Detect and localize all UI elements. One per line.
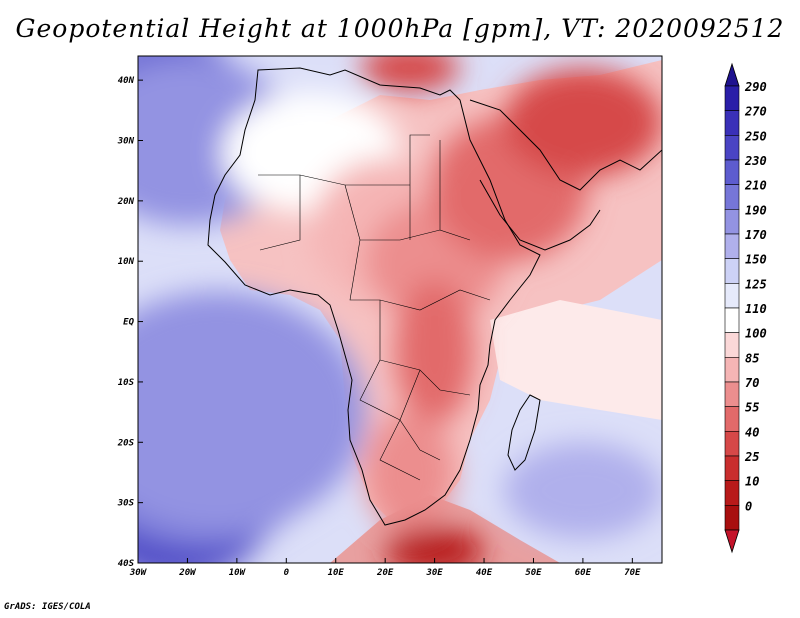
lat-tick-label: 30N bbox=[117, 137, 135, 147]
colorbar-label: 25 bbox=[744, 450, 759, 464]
colorbar-swatch bbox=[724, 159, 740, 185]
colorbar-swatch bbox=[724, 480, 740, 506]
country-borders bbox=[258, 134, 491, 481]
lon-tick-label: 30E bbox=[425, 568, 443, 578]
lat-tick-label: 30S bbox=[117, 499, 135, 509]
colorbar-swatch bbox=[724, 233, 740, 259]
field-blob-14 bbox=[395, 279, 475, 425]
lat-tick-label: 20N bbox=[117, 197, 135, 207]
colorbar-label: 190 bbox=[745, 203, 767, 217]
colorbar-bottom-arrow bbox=[724, 529, 740, 554]
field-blob-17 bbox=[360, 56, 460, 93]
field-blob-15 bbox=[365, 412, 455, 533]
lon-tick-label: 0 bbox=[284, 568, 290, 578]
lat-tick-label: 10N bbox=[118, 257, 135, 267]
colorbar-label: 150 bbox=[745, 253, 767, 267]
colorbar-swatch bbox=[724, 431, 740, 457]
colorbar-swatch bbox=[724, 505, 740, 531]
colorbar-label: 170 bbox=[745, 228, 767, 242]
colorbar-label: 290 bbox=[744, 80, 767, 94]
colorbar-swatch bbox=[724, 184, 740, 210]
lon-tick-label: 70E bbox=[624, 568, 641, 578]
lon-tick-label: 30W bbox=[129, 568, 148, 578]
colorbar-label: 210 bbox=[744, 179, 767, 193]
colorbar-swatch bbox=[724, 209, 740, 235]
lat-tick-label: 40N bbox=[118, 76, 135, 86]
colorbar-swatch bbox=[724, 135, 740, 161]
map-panel bbox=[138, 56, 662, 563]
lon-tick-label: 40E bbox=[476, 568, 493, 578]
longitude-axis: 30W 20W 10W 0 10E 20E 30E 40E 50E 60E 70E bbox=[129, 558, 641, 578]
lat-tick-label: 40S bbox=[118, 559, 135, 569]
lon-tick-label: 50E bbox=[525, 568, 542, 578]
map-frame bbox=[137, 55, 663, 564]
field-blobs bbox=[138, 56, 662, 563]
colorbar-label: 0 bbox=[745, 499, 752, 513]
lon-tick-label: 60E bbox=[575, 568, 592, 578]
field-blob-8 bbox=[503, 442, 662, 539]
indian-ocean-ridge bbox=[490, 300, 662, 420]
colorbar-swatch bbox=[724, 406, 740, 432]
madagascar-coastline bbox=[507, 394, 541, 471]
lon-tick-label: 10W bbox=[229, 568, 247, 578]
colorbar-top-arrow bbox=[724, 62, 740, 87]
map-title: Geopotential Height at 1000hPa [gpm], VT… bbox=[15, 14, 785, 43]
colorbar-label: 250 bbox=[744, 129, 767, 143]
colorbar-label: 270 bbox=[744, 105, 767, 119]
colorbar-label: 55 bbox=[745, 401, 759, 415]
latitude-axis: 40N 30N 20N 10N EQ 10S 20S 30S 40S bbox=[117, 76, 143, 569]
lon-tick-label: 10E bbox=[328, 568, 345, 578]
colorbar-label: 100 bbox=[745, 327, 767, 341]
field-blob-13 bbox=[503, 68, 662, 177]
colorbar-label: 40 bbox=[745, 425, 759, 439]
africa-coastline bbox=[207, 67, 541, 526]
colorbar: 2902702502302101901701501251101008570554… bbox=[724, 62, 767, 554]
colorbar-label: 230 bbox=[744, 154, 767, 168]
grads-credit: GrADS: IGES/COLA bbox=[4, 602, 91, 612]
lon-tick-label: 20E bbox=[376, 568, 394, 578]
colorbar-swatch bbox=[724, 381, 740, 407]
colorbar-swatch bbox=[724, 110, 740, 136]
colorbar-label: 125 bbox=[745, 277, 767, 291]
colorbar-swatch bbox=[724, 357, 740, 383]
colorbar-swatch bbox=[724, 258, 740, 284]
colorbar-swatch bbox=[724, 85, 740, 111]
lat-tick-label: 10S bbox=[118, 378, 135, 388]
colorbar-swatch bbox=[724, 307, 740, 333]
arabia-coastline bbox=[469, 99, 662, 251]
colorbar-label: 10 bbox=[745, 475, 759, 489]
colorbar-label: 85 bbox=[745, 351, 759, 365]
colorbar-label: 110 bbox=[745, 302, 767, 316]
colorbar-swatch bbox=[724, 332, 740, 358]
lon-tick-label: 20W bbox=[178, 568, 197, 578]
field-blob-3 bbox=[138, 291, 366, 533]
colorbar-swatch bbox=[724, 283, 740, 309]
colorbar-label: 70 bbox=[745, 376, 759, 390]
lat-tick-label: EQ bbox=[123, 318, 134, 328]
colorbar-swatch bbox=[724, 455, 740, 481]
lat-tick-label: 20S bbox=[117, 438, 135, 448]
field-blob-16 bbox=[385, 526, 485, 563]
